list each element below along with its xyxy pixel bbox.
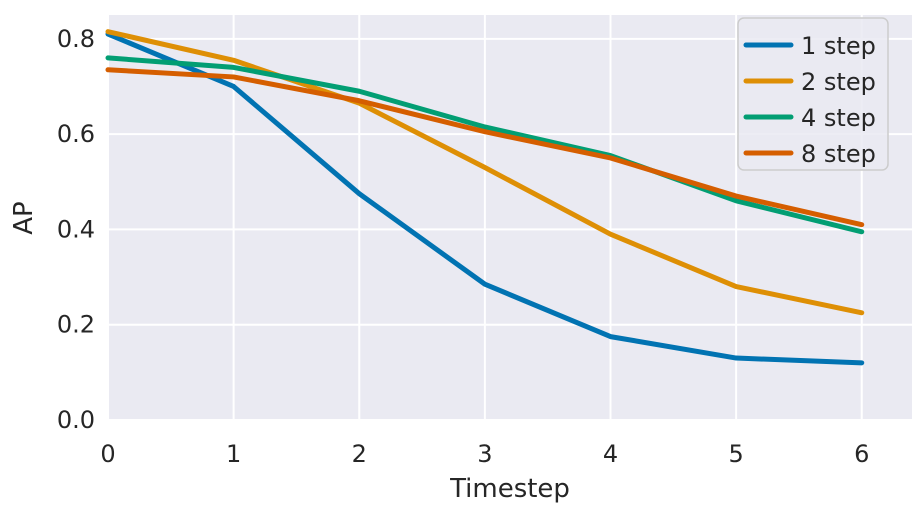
series-line-4-step — [105, 55, 865, 235]
legend-label: 4 step — [801, 104, 876, 132]
x-tick-label: 1 — [226, 440, 241, 468]
series-line-1-step — [105, 31, 865, 366]
legend: 1 step 2 step 4 step 8 step — [737, 17, 889, 171]
y-axis-label: AP — [9, 201, 39, 235]
x-tick-label: 4 — [603, 440, 618, 468]
y-tick-label: 0.6 — [57, 120, 95, 148]
x-tick-label: 5 — [728, 440, 743, 468]
y-tick-label: 0.8 — [57, 25, 95, 53]
y-tick-label: 0.0 — [57, 406, 95, 434]
series-line-8-step — [105, 67, 865, 228]
legend-label: 2 step — [801, 68, 876, 96]
x-tick-label: 2 — [352, 440, 367, 468]
y-tick-label: 0.2 — [57, 311, 95, 339]
series-line-2-step — [105, 29, 865, 316]
legend-label: 8 step — [801, 140, 876, 168]
x-tick-label: 0 — [100, 440, 115, 468]
legend-label: 1 step — [801, 32, 876, 60]
x-axis-label: Timestep — [450, 474, 570, 504]
x-tick-label: 3 — [477, 440, 492, 468]
x-tick-label: 6 — [854, 440, 869, 468]
y-tick-label: 0.4 — [57, 215, 95, 243]
legend-box — [737, 17, 889, 171]
